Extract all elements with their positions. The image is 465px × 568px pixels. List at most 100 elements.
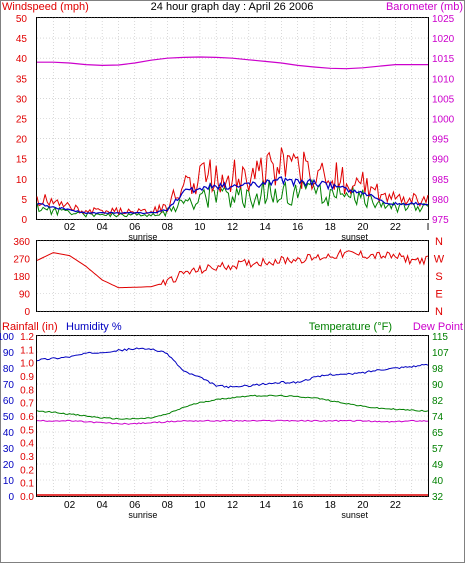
rainfall-tick: 1.1: [20, 345, 34, 356]
barometer-tick: 1010: [432, 74, 455, 85]
barometer-tick: 1000: [432, 115, 455, 126]
direction-tick: 90: [19, 290, 31, 301]
sunset-label-bottom: sunset: [341, 510, 368, 520]
hour-tick-top: 10: [194, 222, 206, 233]
hour-tick-top: 04: [97, 222, 109, 233]
windspeed-tick: 0: [21, 215, 27, 226]
humidity-tick: 90: [3, 348, 15, 359]
temperature-tick: 90: [432, 380, 444, 391]
temperature-tick: 74: [432, 412, 444, 423]
temperature-tick: 49: [432, 460, 444, 471]
panel-wind-series: [36, 56, 429, 218]
direction-tick: 180: [13, 272, 30, 283]
hour-tick-top: 02: [64, 222, 76, 233]
hour-tick-bottom: 18: [325, 500, 337, 511]
direction-tick: 0: [24, 307, 30, 318]
windspeed-axis-label: Windspeed (mph): [2, 1, 89, 13]
hour-tick-bottom: 22: [390, 500, 402, 511]
barometer-tick: 1015: [432, 54, 455, 65]
rainfall-tick: 0.5: [20, 425, 34, 436]
hour-tick-top: 22: [390, 222, 402, 233]
barometer-tick: 995: [432, 135, 449, 146]
windspeed-tick: 30: [16, 94, 28, 105]
humidity-axis-label: Humidity %: [66, 321, 122, 333]
windspeed-tick: 50: [16, 14, 28, 25]
humidity-tick: 30: [3, 444, 15, 455]
barometer-tick: 985: [432, 175, 449, 186]
hour-tick-top: 20: [357, 222, 369, 233]
barometer-tick: 990: [432, 155, 449, 166]
hour-tick-bottom: 20: [357, 500, 369, 511]
windspeed-tick: 25: [16, 115, 28, 126]
compass-label: W: [434, 254, 445, 266]
humidity-tick: 70: [3, 380, 15, 391]
temperature-tick: 82: [432, 396, 444, 407]
chart-title: 24 hour graph day : April 26 2006: [151, 1, 314, 13]
wind-lull-line: [36, 178, 429, 218]
direction-tick: 270: [13, 255, 30, 266]
humidity-tick: 100: [0, 332, 14, 343]
humidity-tick: 80: [3, 364, 15, 375]
dewpoint-axis-label: Dew Point: [413, 321, 463, 333]
rainfall-tick: 0.0: [20, 492, 34, 503]
hour-tick-bottom: 14: [260, 500, 272, 511]
rainfall-tick: 0.1: [20, 479, 34, 490]
barometer-line: [37, 56, 428, 70]
panel-climate-grid: [37, 335, 428, 497]
panel-climate-series: [36, 347, 429, 496]
barometer-tick: 980: [432, 195, 449, 206]
sunrise-label-top: sunrise: [128, 232, 157, 242]
windspeed-tick: 40: [16, 54, 28, 65]
windspeed-line: [36, 147, 429, 216]
windspeed-tick: 45: [16, 34, 28, 45]
barometer-tick: 975: [432, 215, 449, 226]
humidity-tick: 40: [3, 428, 15, 439]
hour-tick-bottom: 06: [129, 500, 141, 511]
rainfall-axis-label: Rainfall (in): [2, 321, 58, 333]
temperature-tick: 57: [432, 444, 444, 455]
wind-average-line: [36, 176, 429, 215]
dewpoint-line: [36, 419, 429, 425]
rainfall-tick: 0.6: [20, 412, 34, 423]
hour-tick-top: 18: [325, 222, 337, 233]
compass-label: S: [435, 271, 442, 283]
temperature-line: [36, 394, 429, 420]
rainfall-tick: 0.7: [20, 399, 34, 410]
temperature-tick: 115: [432, 332, 448, 343]
barometer-tick: 1005: [432, 94, 455, 105]
hour-tick-bottom: 10: [194, 500, 206, 511]
rainfall-tick: 0.8: [20, 385, 34, 396]
hour-tick-top: 12: [227, 222, 239, 233]
rainfall-tick: 0.4: [20, 439, 34, 450]
panel-wind-grid: [37, 17, 428, 220]
hour-tick-bottom: 04: [97, 500, 109, 511]
windspeed-tick: 35: [16, 74, 28, 85]
rainfall-tick: 1.2: [20, 332, 34, 343]
rainfall-tick: 0.2: [20, 465, 34, 476]
panel-direction-grid: [37, 240, 428, 312]
hour-tick-top: 06: [129, 222, 141, 233]
humidity-tick: 60: [3, 396, 15, 407]
sunrise-label-bottom: sunrise: [128, 510, 157, 520]
humidity-tick: 10: [3, 476, 15, 487]
compass-label: N: [435, 306, 443, 318]
temperature-tick: 98: [432, 364, 444, 375]
temperature-axis-label: Temperature (°F): [309, 321, 392, 333]
hour-tick-top: 16: [292, 222, 304, 233]
rainfall-tick: 1.0: [20, 359, 34, 370]
hour-tick-top: 14: [260, 222, 272, 233]
temperature-tick: 40: [432, 476, 444, 487]
temperature-tick: 32: [432, 492, 444, 503]
compass-label: E: [435, 289, 442, 301]
humidity-tick: 20: [3, 460, 15, 471]
hour-tick-top: 08: [162, 222, 174, 233]
humidity-tick: 0: [8, 492, 14, 503]
hour-tick-bottom: 12: [227, 500, 239, 511]
temperature-tick: 65: [432, 428, 444, 439]
windspeed-tick: 10: [16, 175, 28, 186]
barometer-tick: 1025: [432, 14, 455, 25]
barometer-axis-label: Barometer (mb): [386, 1, 463, 13]
hour-tick-top: I: [427, 222, 430, 233]
windspeed-tick: 15: [16, 155, 28, 166]
